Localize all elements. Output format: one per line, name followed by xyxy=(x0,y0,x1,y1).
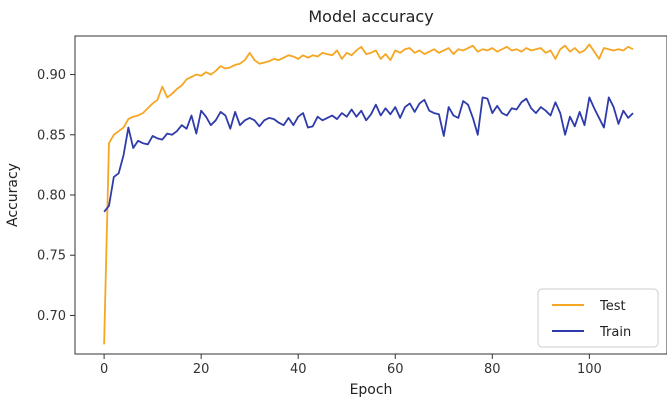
chart-title: Model accuracy xyxy=(308,7,433,26)
x-tick-label: 0 xyxy=(100,362,108,377)
x-tick-label: 100 xyxy=(577,362,602,377)
y-tick-label: 0.85 xyxy=(37,128,66,143)
legend-box xyxy=(537,288,659,348)
plot-area xyxy=(103,43,634,345)
x-tick-label: 80 xyxy=(484,362,501,377)
series-line-test xyxy=(103,43,634,345)
y-tick-label: 0.80 xyxy=(37,189,66,204)
y-tick-label: 0.75 xyxy=(37,249,66,264)
series-line-train xyxy=(103,96,634,213)
y-tick-label: 0.70 xyxy=(37,309,66,324)
legend: Test Train xyxy=(537,288,659,348)
x-tick-label: 40 xyxy=(290,362,307,377)
x-tick-label: 20 xyxy=(193,362,210,377)
y-axis-label: Accuracy xyxy=(5,163,21,227)
y-tick-label: 0.90 xyxy=(37,68,66,83)
x-axis-ticks: 0 20 40 60 80 100 xyxy=(100,354,602,377)
x-axis-label: Epoch xyxy=(350,382,393,398)
legend-label-test: Test xyxy=(599,299,626,314)
y-axis-ticks: 0.70 0.75 0.80 0.85 0.90 xyxy=(37,68,75,324)
legend-label-train: Train xyxy=(599,325,631,340)
x-tick-label: 60 xyxy=(387,362,404,377)
